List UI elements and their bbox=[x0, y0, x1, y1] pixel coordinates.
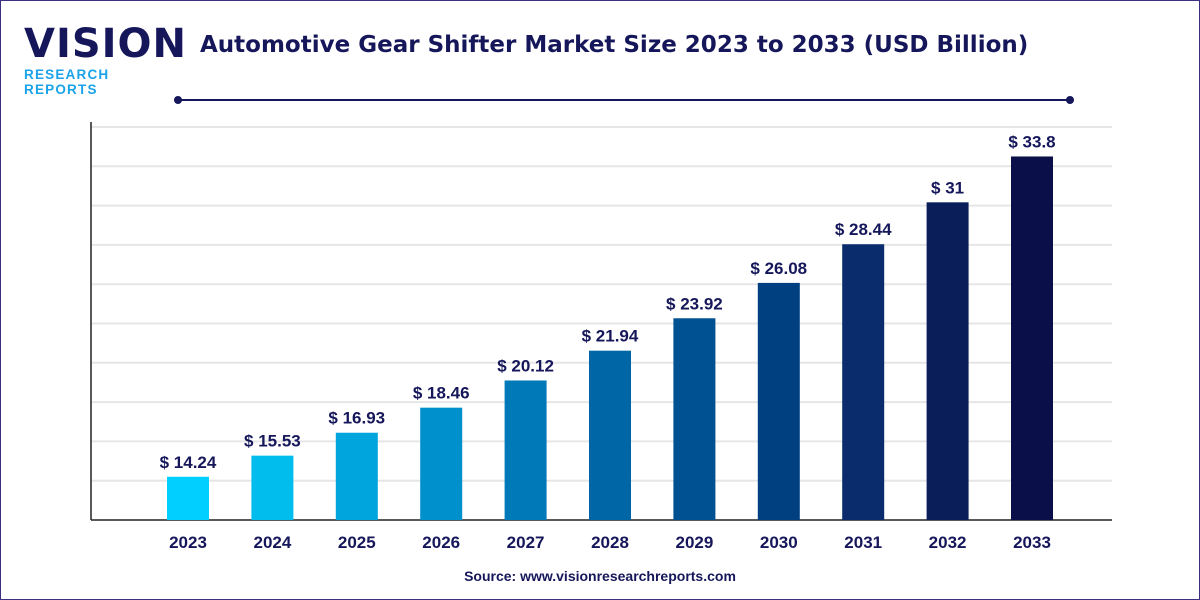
title-divider bbox=[178, 99, 1070, 101]
logo-sub-text: RESEARCH REPORTS bbox=[24, 67, 110, 97]
bar-2029 bbox=[673, 318, 716, 520]
x-tick-label-2026: 2026 bbox=[422, 533, 460, 552]
data-label-2033: $ 33.8 bbox=[1008, 132, 1055, 151]
data-label-2028: $ 21.94 bbox=[582, 327, 639, 346]
divider-dot-right bbox=[1066, 96, 1074, 104]
x-tick-label-2030: 2030 bbox=[760, 533, 798, 552]
chart-title: Automotive Gear Shifter Market Size 2023… bbox=[200, 32, 1029, 58]
x-tick-label-2025: 2025 bbox=[338, 533, 376, 552]
bar-2030 bbox=[757, 282, 800, 520]
bar-2026 bbox=[420, 407, 463, 520]
x-tick-label-2033: 2033 bbox=[1013, 533, 1051, 552]
bar-2025 bbox=[335, 432, 378, 520]
data-label-2024: $ 15.53 bbox=[244, 432, 301, 451]
x-tick-label-2024: 2024 bbox=[253, 533, 291, 552]
x-tick-label-2029: 2029 bbox=[675, 533, 713, 552]
x-tick-label-2028: 2028 bbox=[591, 533, 629, 552]
bar-2028 bbox=[589, 350, 631, 520]
logo: VISION RESEARCH REPORTS bbox=[24, 21, 188, 97]
data-label-2023: $ 14.24 bbox=[160, 453, 217, 472]
data-label-2030: $ 26.08 bbox=[750, 259, 807, 278]
data-label-2031: $ 28.44 bbox=[835, 220, 892, 239]
x-tick-label-2027: 2027 bbox=[507, 533, 545, 552]
bar-2031 bbox=[842, 244, 885, 520]
logo-main-text: VISION bbox=[24, 21, 188, 67]
data-label-2027: $ 20.12 bbox=[497, 356, 554, 375]
x-tick-label-2032: 2032 bbox=[929, 533, 967, 552]
bar-2027 bbox=[504, 380, 547, 520]
divider-dot-left bbox=[174, 96, 182, 104]
bar-2024 bbox=[251, 455, 294, 520]
data-label-2026: $ 18.46 bbox=[413, 384, 470, 403]
bar-2033 bbox=[1011, 156, 1053, 520]
source-text: Source: www.visionresearchreports.com bbox=[464, 568, 736, 584]
bar-2023 bbox=[167, 476, 209, 520]
bar-2032 bbox=[926, 202, 969, 520]
data-label-2029: $ 23.92 bbox=[666, 294, 723, 313]
x-tick-label-2031: 2031 bbox=[844, 533, 882, 552]
x-tick-label-2023: 2023 bbox=[169, 533, 207, 552]
data-label-2025: $ 16.93 bbox=[328, 409, 385, 428]
data-label-2032: $ 31 bbox=[931, 178, 964, 197]
